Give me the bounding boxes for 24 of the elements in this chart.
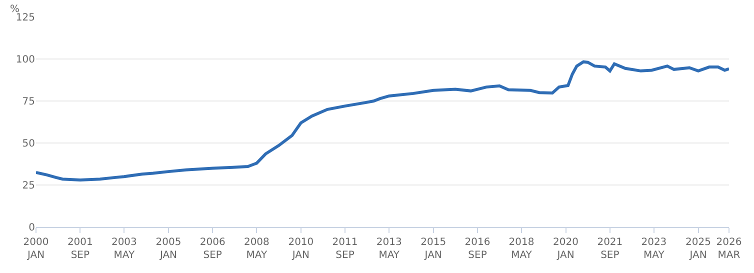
- x-tick-label: 2006 SEP: [200, 237, 226, 261]
- x-tick-label: 2005 JAN: [156, 237, 182, 261]
- x-tick-label: 2013 MAY: [376, 237, 402, 261]
- x-tick-label: 2026 MAR: [716, 237, 742, 261]
- x-tick-label: 2001 SEP: [67, 237, 93, 261]
- x-tick-label: 2025 JAN: [686, 237, 711, 261]
- x-tick-label: 2008 MAY: [244, 237, 270, 261]
- line-series: [36, 60, 729, 182]
- y-tick-label: 125: [16, 12, 35, 24]
- x-tick-label: 2018 MAY: [508, 237, 534, 261]
- y-tick-label: 0: [28, 222, 35, 234]
- y-tick-label: 25: [22, 180, 35, 192]
- x-tick-label: 2000 JAN: [23, 237, 49, 261]
- y-tick-label: 50: [22, 138, 35, 150]
- y-tick-label: 100: [16, 54, 35, 66]
- x-tick-label: 2021 SEP: [597, 237, 623, 261]
- x-tick-label: 2010 JAN: [288, 237, 314, 261]
- x-tick-label: 2020 JAN: [553, 237, 578, 261]
- x-tick-label: 2003 MAY: [111, 237, 137, 261]
- x-tick-label: 2016 SEP: [464, 237, 490, 261]
- y-tick-label: 75: [22, 96, 35, 108]
- x-tick-label: 2023 MAY: [641, 237, 667, 261]
- x-tick-label: 2011 SEP: [332, 237, 358, 261]
- x-tick-label: 2015 JAN: [420, 237, 446, 261]
